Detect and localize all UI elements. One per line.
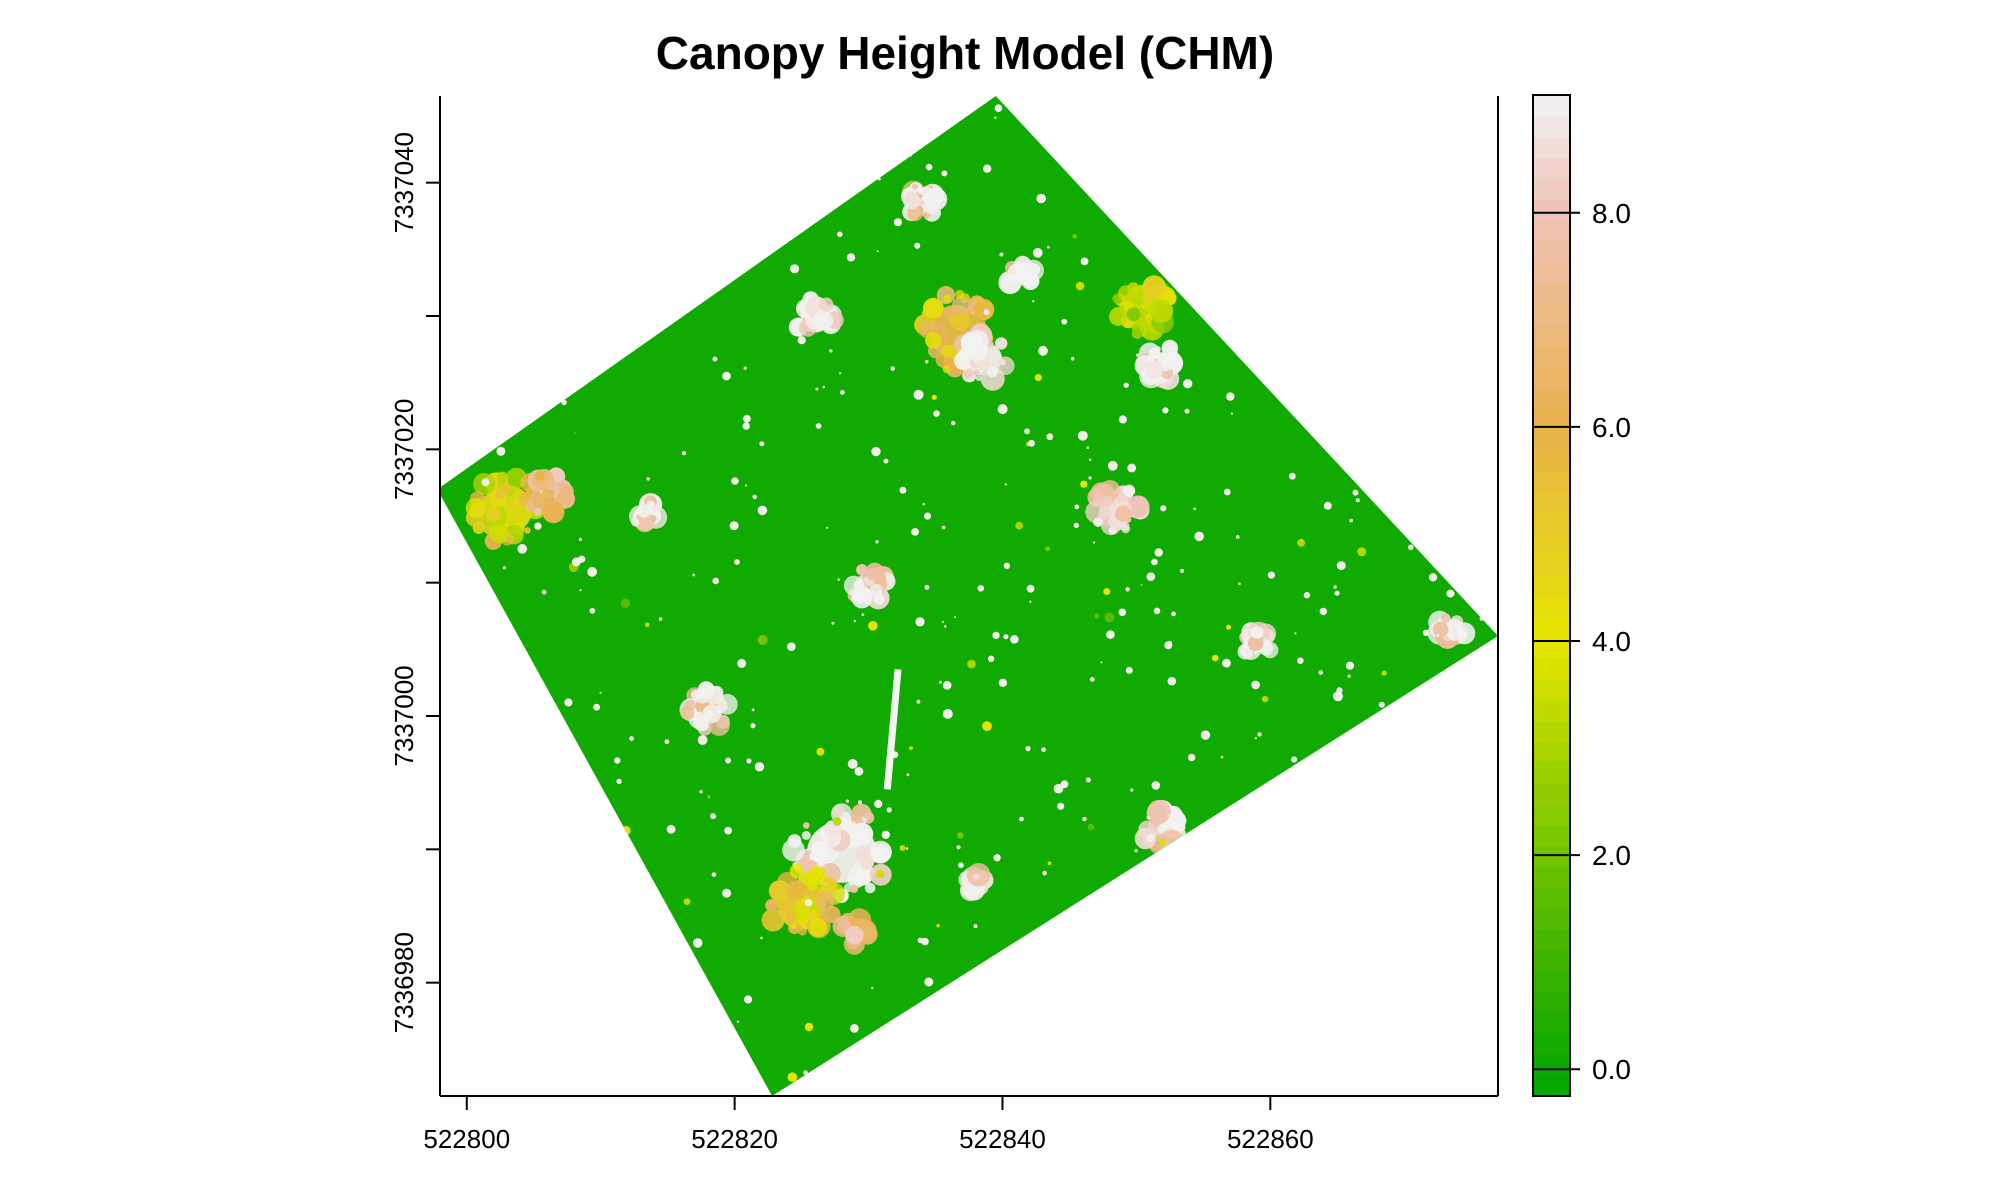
colorbar-band — [1533, 929, 1570, 951]
colorbar-band — [1533, 1012, 1570, 1035]
colorbar-band — [1533, 845, 1570, 868]
x-tick-label: 522840 — [959, 1124, 1046, 1154]
colorbar-band — [1533, 115, 1570, 138]
x-tick-label: 522860 — [1227, 1124, 1314, 1154]
colorbar-band — [1533, 532, 1570, 555]
colorbar-band — [1533, 720, 1570, 743]
colorbar-band — [1533, 678, 1570, 701]
colorbar-band — [1533, 866, 1570, 889]
colorbar-tick-label: 0.0 — [1592, 1054, 1631, 1085]
colorbar-band — [1533, 658, 1570, 680]
colorbar-band — [1533, 240, 1570, 263]
x-tick-label: 522800 — [423, 1124, 510, 1154]
canopy-cluster — [843, 562, 896, 610]
colorbar-tick-label: 4.0 — [1592, 626, 1631, 657]
colorbar-band — [1533, 1033, 1570, 1055]
colorbar-band — [1533, 804, 1570, 826]
colorbar-band — [1533, 178, 1570, 200]
canopy-streak — [883, 669, 902, 790]
colorbar-tick-label: 8.0 — [1592, 198, 1631, 229]
colorbar-band — [1533, 303, 1570, 325]
canopy-cluster — [832, 908, 878, 955]
colorbar-band — [1533, 449, 1570, 471]
chart-title: Canopy Height Model (CHM) — [655, 27, 1275, 79]
colorbar-band — [1533, 574, 1570, 597]
chm-footprint — [440, 96, 1498, 1096]
colorbar-band — [1533, 491, 1570, 513]
colorbar-band — [1533, 470, 1570, 492]
colorbar-band — [1533, 553, 1570, 576]
colorbar-band — [1533, 699, 1570, 722]
canopy-cluster — [1134, 339, 1184, 390]
y-tick-label: 7336980 — [389, 932, 419, 1033]
canopy-cluster — [953, 323, 1015, 391]
colorbar-band — [1533, 157, 1570, 180]
colorbar-band — [1533, 261, 1570, 284]
colorbar-band — [1533, 345, 1570, 367]
colorbar-band — [1533, 95, 1570, 117]
colorbar-band — [1533, 386, 1570, 409]
colorbar-band — [1533, 595, 1570, 617]
axes: 522800 522820 522840 522860 7336980 7337000 73… — [389, 96, 1499, 1154]
colorbar-band — [1533, 824, 1570, 847]
colorbar-band — [1533, 762, 1570, 784]
colorbar-band — [1533, 366, 1570, 388]
colorbar-tick-label: 6.0 — [1592, 412, 1631, 443]
canopy-cluster — [1427, 610, 1476, 649]
x-tick-label: 522820 — [691, 1124, 778, 1154]
canopy-cluster — [900, 180, 948, 222]
chm-raster — [440, 96, 1498, 1096]
canopy-cluster — [1237, 621, 1279, 660]
y-tick-label: 7337020 — [389, 399, 419, 500]
colorbar-band — [1533, 616, 1570, 638]
canopy-cluster — [998, 255, 1044, 295]
colorbar-band — [1533, 991, 1570, 1014]
colorbar-band — [1533, 199, 1570, 221]
y-tick-label: 7337040 — [389, 132, 419, 233]
colorbar-band — [1533, 324, 1570, 346]
colorbar-band — [1533, 407, 1570, 430]
colorbar-band — [1533, 1075, 1570, 1097]
colorbar-band — [1533, 783, 1570, 805]
colorbar-frame — [1532, 94, 1571, 1097]
y-tick-label: 7337000 — [389, 665, 419, 766]
colorbar-band — [1533, 1054, 1570, 1076]
colorbar-band — [1533, 741, 1570, 763]
colorbar-band — [1533, 950, 1570, 972]
colorbar-band — [1533, 637, 1570, 659]
canopy-cluster — [1109, 275, 1177, 341]
colorbar-band — [1533, 887, 1570, 909]
canopy-cluster — [761, 863, 845, 939]
canopy-cluster — [1085, 480, 1150, 536]
canopy-cluster — [958, 863, 994, 901]
colorbar-band — [1533, 220, 1570, 242]
canopy-cluster — [788, 291, 844, 337]
colorbar-band — [1533, 282, 1570, 305]
colorbar-band — [1533, 970, 1570, 993]
colorbar-band — [1533, 428, 1570, 451]
colorbar: 0.0 2.0 4.0 6.0 8.0 — [1532, 94, 1631, 1097]
colorbar-tick-label: 2.0 — [1592, 840, 1631, 871]
canopy-cluster — [519, 467, 576, 524]
colorbar-band — [1533, 908, 1570, 930]
colorbar-band — [1533, 512, 1570, 534]
colorbar-band — [1533, 136, 1570, 159]
